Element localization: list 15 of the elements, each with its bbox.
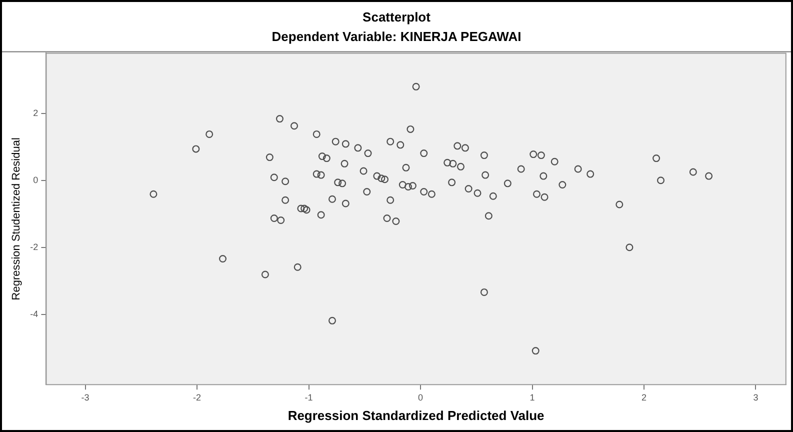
x-tick-label: 2 xyxy=(641,392,646,402)
x-tick-label: -1 xyxy=(304,392,313,402)
x-tick-label: -3 xyxy=(81,392,90,402)
x-tick-label: 1 xyxy=(530,392,535,402)
chart-title: Scatterplot xyxy=(362,9,432,24)
x-tick-label: -2 xyxy=(193,392,202,402)
chart-subtitle: Dependent Variable: KINERJA PEGAWAI xyxy=(272,28,522,44)
y-tick-label: 0 xyxy=(33,174,38,185)
y-tick-label: -4 xyxy=(30,308,38,319)
y-tick-label: 2 xyxy=(33,108,38,118)
x-tick-label: 3 xyxy=(753,392,758,402)
x-tick-label: 0 xyxy=(418,392,424,402)
y-tick-label: -2 xyxy=(30,242,38,252)
y-axis-title: Regression Studentized Residual xyxy=(10,138,23,300)
x-axis-title: Regression Standardized Predicted Value xyxy=(288,408,544,423)
